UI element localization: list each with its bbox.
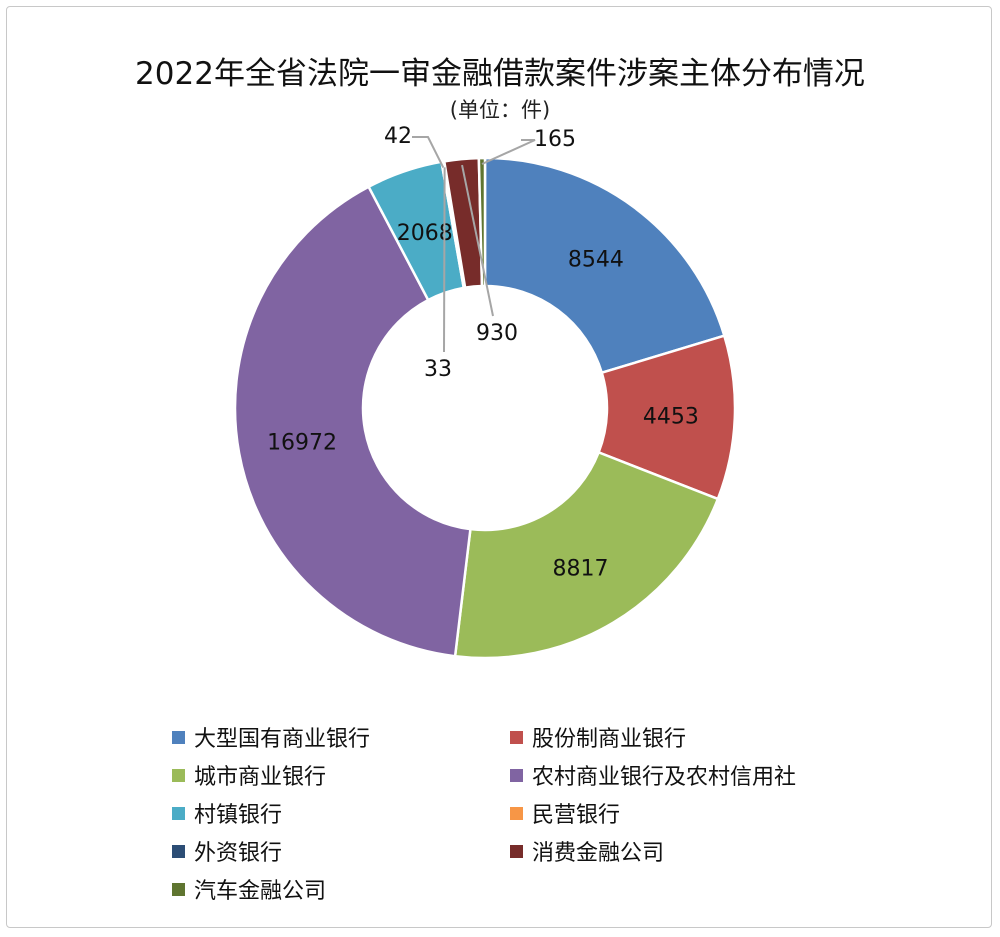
slice-3 [233,185,472,658]
leader-line-7 [461,164,494,317]
data-label-8: 165 [534,127,576,152]
legend-label-2: 城市商业银行 [194,765,327,790]
legend-label-3: 农村商业银行及农村信用社 [532,765,797,790]
legend-item-1: 股份制商业银行 [510,722,686,752]
leader-line-6 [443,167,446,353]
legend-label-5: 民营银行 [532,803,621,828]
legend-swatch-8 [172,882,185,896]
data-label-2: 8817 [553,557,609,582]
data-label-7: 930 [476,321,518,346]
chart-subtitle: (单位：件) [449,98,551,122]
legend-item-8: 汽车金融公司 [172,874,326,904]
chart-title: 2022年全省法院一审金融借款案件涉案主体分布情况 [135,56,865,92]
slice-2 [453,450,720,660]
legend-label-1: 股份制商业银行 [532,727,687,752]
legend-item-3: 农村商业银行及农村信用社 [510,760,796,790]
legend-swatch-1 [510,730,523,744]
legend-item-7: 消费金融公司 [510,836,664,866]
legend-label-7: 消费金融公司 [532,841,665,866]
leader-line-5 [412,136,445,169]
leader-line-8 [481,139,536,165]
legend-item-0: 大型国有商业银行 [172,722,370,752]
legend-item-6: 外资银行 [172,836,282,866]
legend-swatch-5 [510,806,523,820]
legend-swatch-4 [172,806,185,820]
legend-item-4: 村镇银行 [172,798,282,828]
legend-item-5: 民营银行 [510,798,620,828]
legend-item-2: 城市商业银行 [172,760,326,790]
data-label-3: 16972 [267,431,337,456]
legend-label-6: 外资银行 [194,841,283,866]
legend-swatch-3 [510,768,523,782]
data-label-6: 33 [424,357,452,382]
legend-swatch-7 [510,844,523,858]
slice-8 [477,156,487,288]
legend-swatch-2 [172,768,185,782]
data-label-1: 4453 [643,404,699,429]
legend-swatch-0 [172,730,185,744]
legend-label-4: 村镇银行 [194,803,283,828]
legend-swatch-6 [172,844,185,858]
data-label-0: 8544 [568,248,624,273]
slice-0 [483,156,726,375]
data-label-5: 42 [384,124,412,149]
legend-label-8: 汽车金融公司 [194,879,327,904]
legend-label-0: 大型国有商业银行 [194,727,371,752]
